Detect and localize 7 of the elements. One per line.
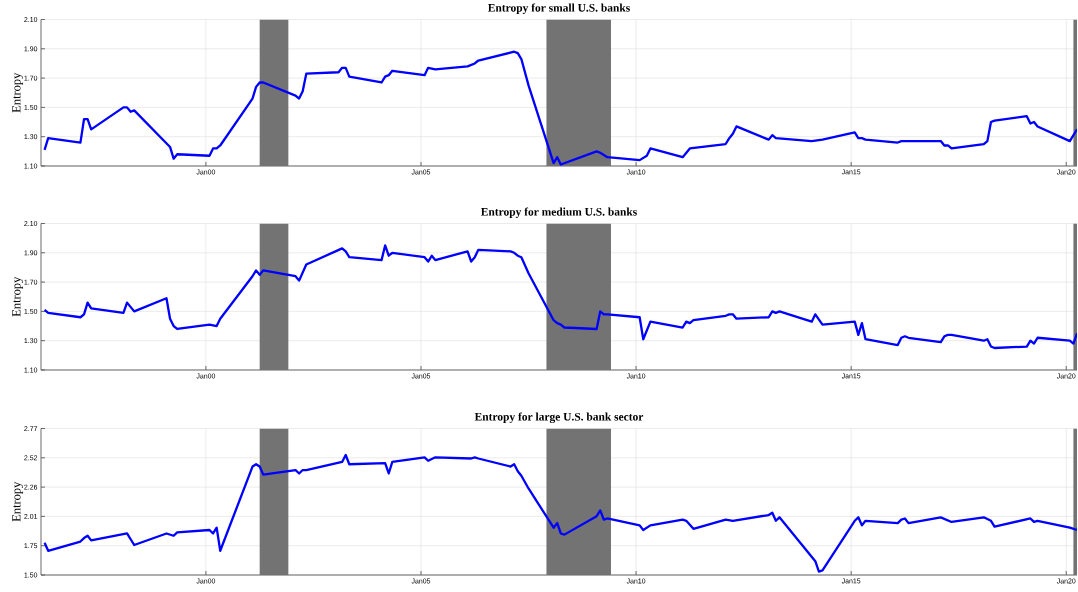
chart-title: Entropy for medium U.S. banks [481,207,637,218]
chart-title: Entropy for large U.S. bank sector [474,412,644,423]
chart-title: Entropy for small U.S. banks [488,3,630,14]
y-axis-title: Entropy [12,276,24,317]
y-axis-title: Entropy [12,481,24,522]
y-axis-title: Entropy [12,72,24,113]
line-series [43,244,1077,350]
